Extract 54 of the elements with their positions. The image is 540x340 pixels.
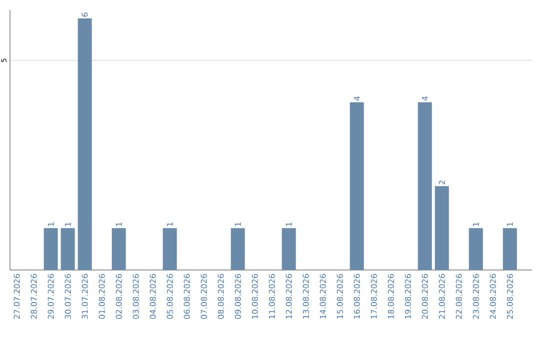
x-tick-label: 04.08.2026: [150, 274, 156, 319]
data-label: 4: [354, 96, 360, 101]
x-tick-label: 16.08.2026: [354, 274, 360, 318]
x-tick-label: 31.07.2026: [82, 274, 88, 319]
x-tick-label: 13.08.2026: [302, 274, 309, 318]
x-tick-label: 12.08.2026: [286, 274, 292, 318]
x-tick-label: 02.08.2026: [116, 274, 122, 319]
data-label: 6: [82, 12, 88, 17]
x-tick-label: 17.08.2026: [370, 274, 377, 318]
data-label: 2: [438, 180, 445, 184]
data-label: 1: [506, 222, 513, 226]
x-tick-label: 03.08.2026: [132, 274, 139, 319]
bar: [78, 18, 92, 270]
data-label: 1: [48, 222, 54, 226]
data-label: 1: [234, 222, 241, 226]
x-tick-label: 21.08.2026: [438, 274, 445, 319]
bar: [112, 228, 126, 270]
x-tick-label: 08.08.2026: [218, 274, 224, 319]
x-tick-label: 01.08.2026: [98, 274, 105, 319]
data-label: 4: [422, 96, 428, 101]
bar: [350, 102, 364, 270]
x-tick-label: 10.08.2026: [252, 274, 258, 318]
x-tick-label: 11.08.2026: [268, 274, 275, 318]
x-tick-label: 06.08.2026: [184, 274, 190, 319]
bar: [44, 228, 58, 270]
data-label: 1: [166, 222, 173, 226]
x-tick-label: 25.08.2026: [506, 274, 513, 319]
x-tick-label: 05.08.2026: [166, 274, 173, 319]
x-tick-label: 29.07.2026: [48, 274, 54, 319]
x-tick-label: 22.08.2026: [456, 274, 462, 319]
data-label: 1: [286, 222, 292, 226]
bar: [418, 102, 432, 270]
data-label: 1: [116, 222, 122, 226]
data-label: 1: [472, 222, 479, 226]
bar: [162, 228, 177, 270]
x-tick-label: 09.08.2026: [234, 274, 241, 319]
x-tick-label: 18.08.2026: [388, 274, 394, 318]
bar: [282, 228, 296, 270]
bar: [434, 186, 449, 270]
data-label: 1: [64, 222, 71, 226]
x-tick-label: 23.08.2026: [472, 274, 479, 319]
x-tick-label: 19.08.2026: [404, 274, 411, 318]
x-tick-label: 28.07.2026: [30, 274, 37, 319]
x-tick-label: 20.08.2026: [422, 274, 428, 319]
bar: [502, 228, 517, 270]
bar: [468, 228, 483, 270]
x-tick-label: 07.08.2026: [200, 274, 207, 319]
bar: [230, 228, 245, 270]
bar: [60, 228, 75, 270]
x-tick-label: 27.07.2026: [14, 274, 20, 319]
x-tick-label: 15.08.2026: [336, 274, 343, 318]
x-tick-label: 30.07.2026: [64, 274, 71, 319]
x-tick-label: 24.08.2026: [490, 274, 496, 319]
x-tick-label: 14.08.2026: [320, 274, 326, 318]
